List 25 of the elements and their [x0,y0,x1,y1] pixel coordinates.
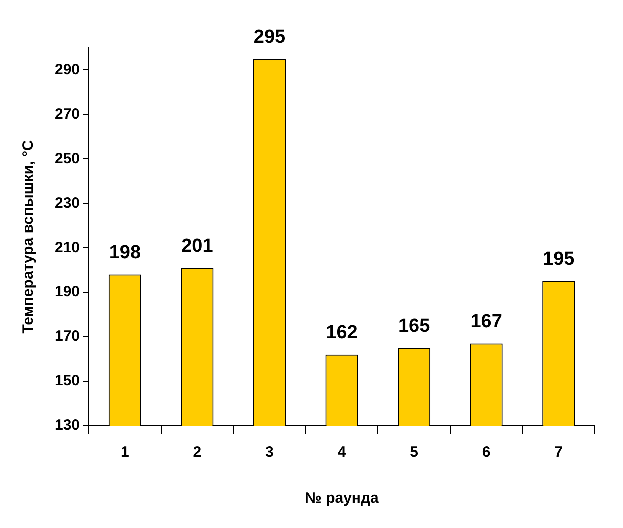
y-tick-label: 130 [54,417,80,434]
data-label: 195 [543,249,576,270]
y-tick-label: 150 [54,372,80,390]
y-tick-label: 290 [54,61,80,78]
data-label: 162 [326,322,358,344]
x-tick-label: 6 [482,444,491,462]
y-tick-label: 170 [54,328,80,346]
x-tick-label: 4 [338,444,347,462]
data-label: 198 [109,242,142,264]
x-tick-label: 7 [554,444,564,462]
data-label: 167 [470,311,502,332]
x-axis-title: № раунда [305,490,380,508]
x-tick-label: 3 [266,444,274,462]
data-label: 201 [182,236,214,257]
y-tick-label: 230 [54,194,80,212]
y-tick-label: 210 [54,239,80,256]
x-tick-label: 1 [120,444,130,462]
x-tick-label: 5 [410,444,418,462]
data-label: 295 [254,26,286,48]
data-label: 165 [398,316,431,337]
y-axis-title: Температура вспышки, °C [20,140,38,334]
y-tick-label: 270 [54,106,80,123]
x-tick-label: 2 [193,444,202,462]
y-tick-label: 190 [54,284,80,301]
y-tick-label: 250 [54,150,80,168]
